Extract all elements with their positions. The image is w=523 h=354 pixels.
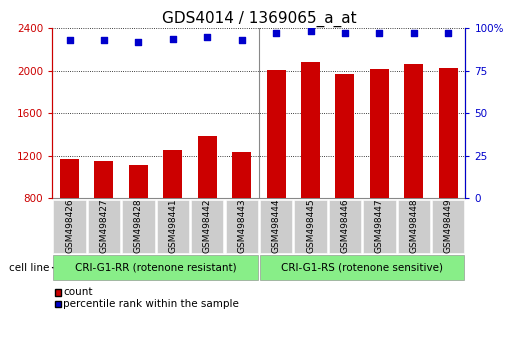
Point xyxy=(410,30,418,35)
Bar xyxy=(232,152,251,198)
Bar xyxy=(198,136,217,198)
Bar xyxy=(335,74,355,198)
Bar xyxy=(439,68,458,198)
Point xyxy=(341,30,349,35)
Bar xyxy=(267,70,286,198)
Text: CRI-G1-RR (rotenone resistant): CRI-G1-RR (rotenone resistant) xyxy=(75,263,236,273)
Text: GSM498427: GSM498427 xyxy=(99,198,108,253)
Text: GSM498447: GSM498447 xyxy=(375,198,384,253)
Text: CRI-G1-RS (rotenone sensitive): CRI-G1-RS (rotenone sensitive) xyxy=(281,263,443,273)
Text: GSM498446: GSM498446 xyxy=(340,198,349,253)
Text: GSM498426: GSM498426 xyxy=(65,198,74,253)
Text: GSM498448: GSM498448 xyxy=(410,198,418,253)
Point xyxy=(203,34,211,40)
Point xyxy=(272,30,280,35)
Point xyxy=(134,39,143,45)
Bar xyxy=(301,62,320,198)
Text: GSM498449: GSM498449 xyxy=(444,198,453,253)
Bar xyxy=(163,150,183,198)
Point xyxy=(168,36,177,41)
Text: percentile rank within the sample: percentile rank within the sample xyxy=(63,299,239,309)
Point xyxy=(237,38,246,43)
Text: count: count xyxy=(63,287,93,297)
Text: GSM498444: GSM498444 xyxy=(271,199,281,253)
Text: GSM498442: GSM498442 xyxy=(203,199,212,253)
Text: GSM498443: GSM498443 xyxy=(237,198,246,253)
Bar xyxy=(60,160,79,198)
Bar xyxy=(95,161,113,198)
Text: GSM498445: GSM498445 xyxy=(306,198,315,253)
Point xyxy=(306,28,315,34)
Text: GSM498428: GSM498428 xyxy=(134,198,143,253)
Point xyxy=(65,38,74,43)
Bar xyxy=(129,165,148,198)
Title: GDS4014 / 1369065_a_at: GDS4014 / 1369065_a_at xyxy=(162,11,356,27)
Point xyxy=(444,30,452,35)
Bar xyxy=(370,69,389,198)
Text: cell line: cell line xyxy=(9,263,50,273)
Point xyxy=(375,30,383,35)
Point xyxy=(100,38,108,43)
Text: GSM498441: GSM498441 xyxy=(168,198,177,253)
Bar xyxy=(404,64,423,198)
